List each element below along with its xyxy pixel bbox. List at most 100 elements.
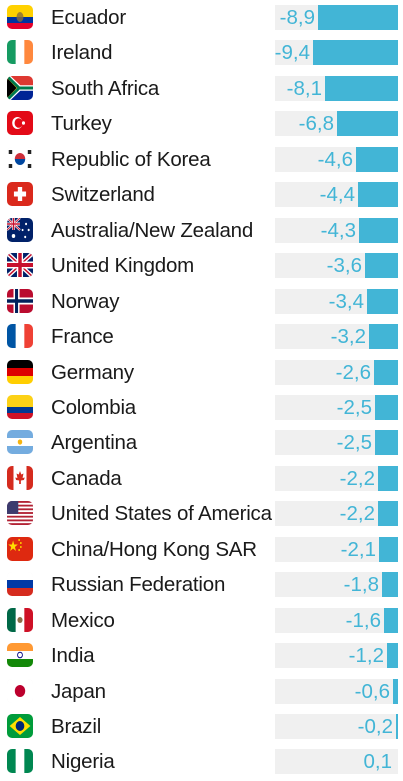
value-label: -1,6 [345,609,381,632]
bar-track [275,608,398,633]
chart-row: Canada -2,2 [0,461,403,496]
chart-row: Switzerland -4,4 [0,177,403,212]
bar [378,466,398,491]
value-label: -1,2 [348,644,384,667]
value-label: -3,4 [328,290,364,313]
bar-track [275,537,398,562]
chart-row: China/Hong Kong SAR -2,1 [0,532,403,567]
category-label: Republic of Korea [51,148,211,171]
value-label: -0,2 [357,715,393,738]
value-label: -6,8 [298,112,334,135]
value-label: -2,5 [336,431,372,454]
chart-row: Colombia -2,5 [0,390,403,425]
bar [375,430,398,455]
category-label: Ecuador [51,6,126,29]
category-label: Turkey [51,112,112,135]
category-label: United States of America [51,502,272,525]
value-label: -8,1 [286,77,322,100]
bar [374,360,398,385]
south-africa-flag-icon [7,76,33,100]
mexico-flag-icon [7,608,33,632]
bar [382,572,398,597]
bar [313,40,398,65]
value-label: -4,3 [320,219,356,242]
chart-row: Japan -0,6 [0,674,403,709]
canada-flag-icon [7,466,33,490]
chart-row: Nigeria 0,1 [0,744,403,779]
category-label: India [51,644,95,667]
chart-row: United Kingdom -3,6 [0,248,403,283]
france-flag-icon [7,324,33,348]
category-label: Japan [51,680,106,703]
category-label: Brazil [51,715,102,738]
bar [359,218,398,243]
category-label: Norway [51,290,120,313]
turkey-flag-icon [7,111,33,135]
bar [369,324,398,349]
category-label: Russian Federation [51,573,226,596]
value-label: 0,1 [363,750,393,773]
value-label: -8,9 [279,6,315,29]
value-label: -3,2 [330,325,366,348]
australia-flag-icon [7,218,33,242]
category-label: United Kingdom [51,254,195,277]
bar-track [275,572,398,597]
chart-row: Germany -2,6 [0,355,403,390]
germany-flag-icon [7,360,33,384]
colombia-flag-icon [7,395,33,419]
bar-track [275,714,398,739]
bar [358,182,398,207]
value-label: -3,6 [326,254,362,277]
category-label: Nigeria [51,750,115,773]
value-label: -2,2 [339,467,375,490]
value-label: -4,4 [319,183,355,206]
value-label: -1,8 [343,573,379,596]
value-label: -2,5 [336,396,372,419]
bar-track [275,501,398,526]
value-label: -2,6 [335,361,371,384]
chart-row: France -3,2 [0,319,403,354]
category-label: Canada [51,467,122,490]
category-label: Ireland [51,41,113,64]
category-label: Switzerland [51,183,155,206]
category-label: China/Hong Kong SAR [51,538,257,561]
value-label: -2,1 [340,538,376,561]
india-flag-icon [7,643,33,667]
category-label: Australia/New Zealand [51,219,254,242]
value-label: -4,6 [317,148,353,171]
nigeria-flag-icon [7,749,33,773]
bar-track [275,749,398,774]
chart-row: Turkey -6,8 [0,106,403,141]
category-label: Mexico [51,609,115,632]
usa-flag-icon [7,501,33,525]
bar [367,289,398,314]
chart-row: India -1,2 [0,638,403,673]
ecuador-flag-icon [7,5,33,29]
chart-row: Mexico -1,6 [0,603,403,638]
bar [356,147,398,172]
bar-track [275,679,398,704]
category-label: Colombia [51,396,136,419]
chart-row: United States of America -2,2 [0,496,403,531]
bar [375,395,398,420]
chart-row: Ireland -9,4 [0,35,403,70]
bar [379,537,398,562]
chart-row: Republic of Korea -4,6 [0,142,403,177]
chart-row: South Africa -8,1 [0,71,403,106]
bar-track [275,466,398,491]
uk-flag-icon [7,253,33,277]
bar-track [275,643,398,668]
bar [365,253,398,278]
bar [384,608,398,633]
chart-row: Brazil -0,2 [0,709,403,744]
category-label: France [51,325,114,348]
value-label: -0,6 [354,680,390,703]
bar [393,679,398,704]
chart-row: Russian Federation -1,8 [0,567,403,602]
category-label: South Africa [51,77,160,100]
bar [387,643,398,668]
value-label: -9,4 [274,41,310,64]
bar [318,5,398,30]
south-korea-flag-icon [7,147,33,171]
